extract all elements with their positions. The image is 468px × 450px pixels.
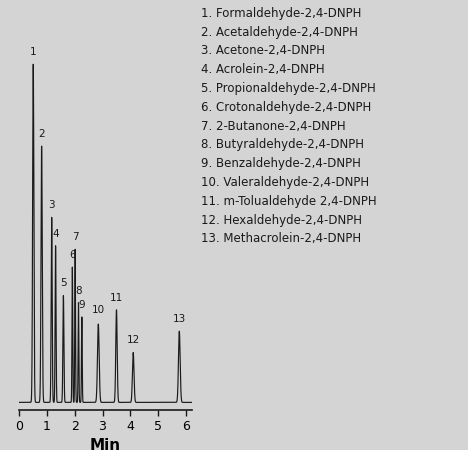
X-axis label: Min: Min (90, 438, 121, 450)
Text: 12: 12 (127, 335, 140, 346)
Text: 3: 3 (48, 200, 55, 210)
Text: 10: 10 (92, 305, 105, 315)
Text: 4: 4 (52, 229, 59, 238)
Text: 1. Formaldehyde-2,4-DNPH
2. Acetaldehyde-2,4-DNPH
3. Acetone-2,4-DNPH
4. Acrolei: 1. Formaldehyde-2,4-DNPH 2. Acetaldehyde… (201, 7, 377, 245)
Text: 5: 5 (60, 279, 67, 288)
Text: 7: 7 (72, 232, 79, 242)
Text: 8: 8 (75, 286, 82, 296)
Text: 13: 13 (173, 314, 186, 324)
Text: 9: 9 (79, 300, 85, 310)
Text: 11: 11 (110, 293, 123, 303)
Text: 2: 2 (38, 129, 45, 139)
Text: 1: 1 (30, 47, 37, 57)
Text: 6: 6 (69, 250, 75, 260)
